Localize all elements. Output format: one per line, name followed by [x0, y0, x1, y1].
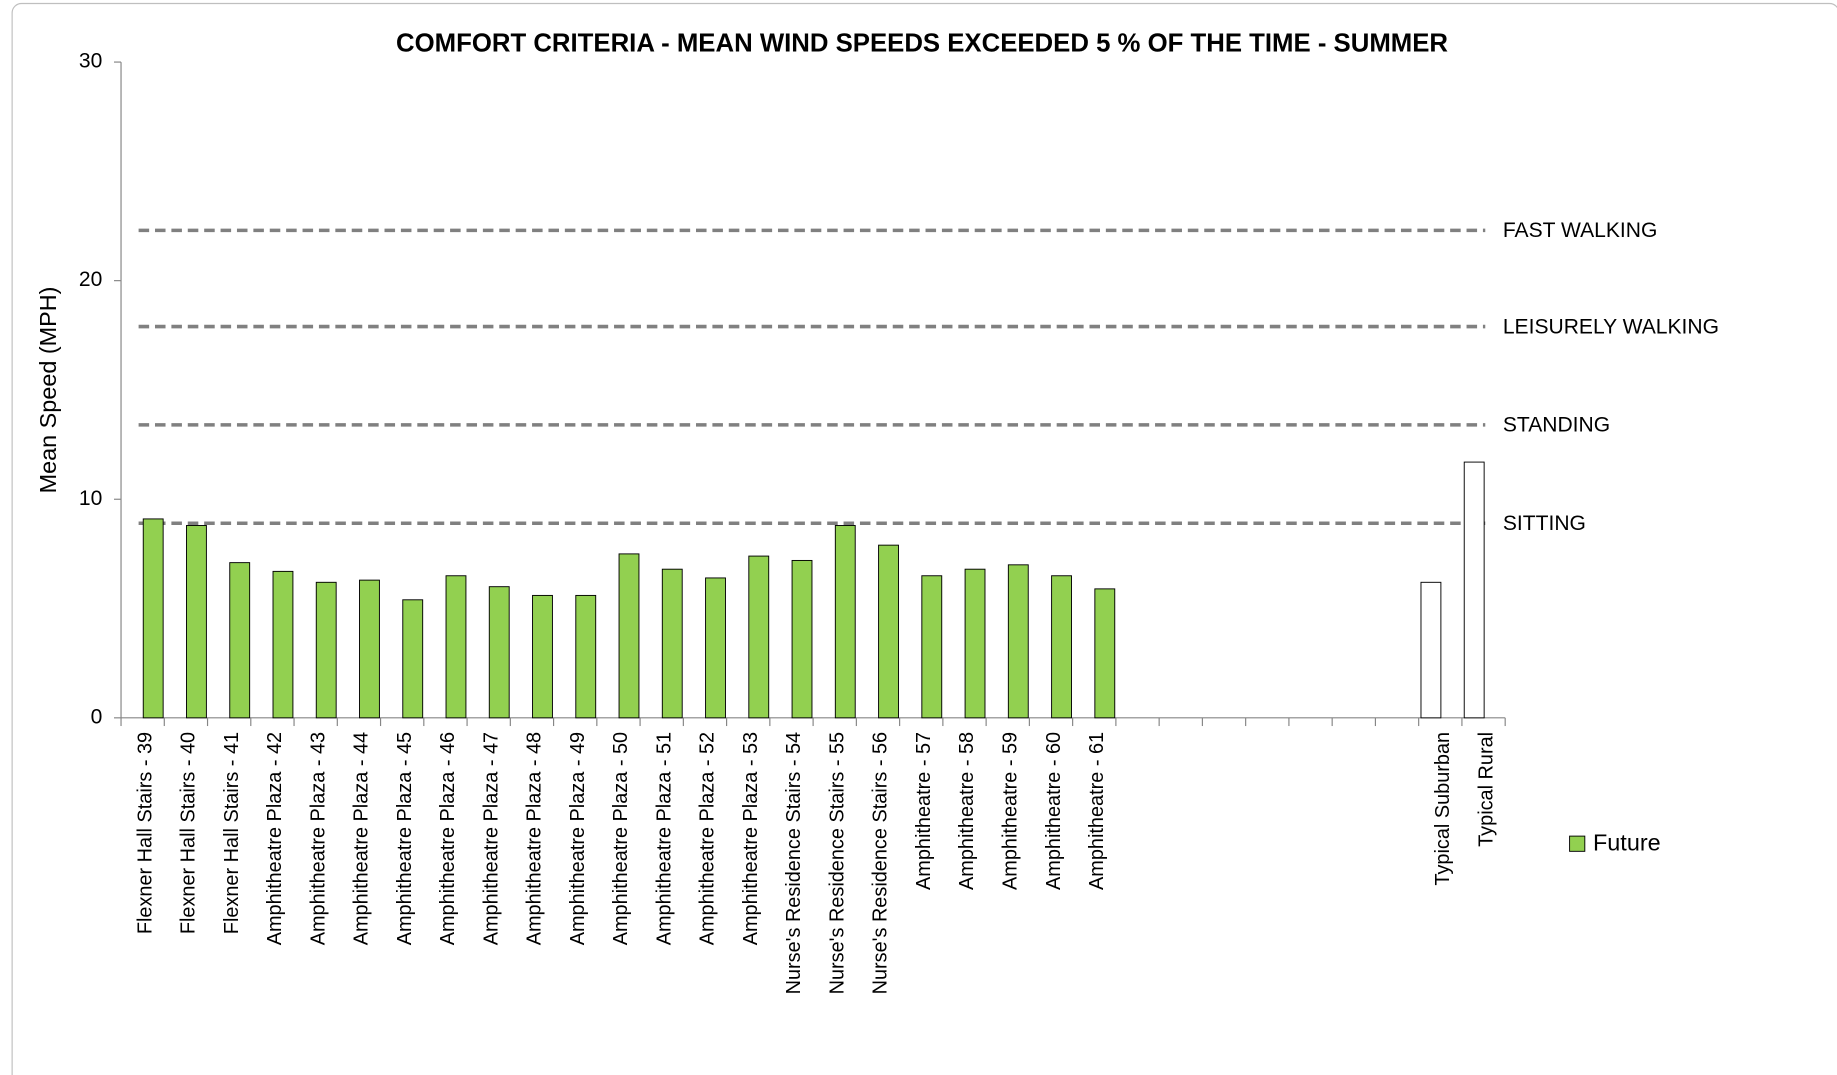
x-tick-label: Nurse's Residence Stairs - 54 [783, 732, 805, 994]
bar [359, 579, 380, 719]
bar [1007, 564, 1029, 719]
bar [878, 544, 899, 719]
legend-swatch [1569, 835, 1586, 852]
reference-label: LEISURELY WALKING [1503, 315, 1719, 338]
x-tick-label: Amphitheatre Plaza - 48 [524, 732, 546, 945]
bar [186, 525, 207, 719]
x-tick-label: Typical Rural [1475, 732, 1497, 847]
bar [661, 568, 683, 719]
x-tick-label: Amphitheatre - 58 [956, 732, 978, 890]
bar [532, 594, 553, 719]
x-tick-label: Nurse's Residence Stairs - 55 [826, 732, 848, 994]
x-tick-label: Amphitheatre Plaza - 49 [567, 732, 589, 945]
bar [1463, 461, 1485, 719]
y-tick-label: 30 [79, 50, 102, 73]
bar [272, 570, 294, 719]
bar [229, 562, 251, 719]
bar [834, 525, 856, 719]
x-tick-label: Amphitheatre Plaza - 42 [264, 732, 286, 945]
reference-label: STANDING [1503, 414, 1610, 437]
bar [748, 555, 770, 719]
bar [705, 577, 726, 719]
x-tick-label: Typical Suburban [1432, 732, 1454, 886]
x-tick-label: Amphitheatre Plaza - 50 [610, 732, 632, 945]
x-tick-label: Amphitheatre - 61 [1086, 732, 1108, 890]
y-axis-label: Mean Speed (MPH) [35, 287, 61, 494]
x-tick-label: Amphitheatre - 57 [913, 732, 935, 890]
bar [402, 599, 424, 719]
x-tick-label: Amphitheatre Plaza - 44 [351, 732, 373, 945]
y-tick-label: 20 [79, 268, 102, 291]
y-tick-label: 0 [91, 705, 103, 728]
x-tick-label: Amphitheatre Plaza - 52 [697, 732, 719, 945]
x-tick-label: Flexner Hall Stairs - 41 [221, 732, 243, 934]
legend-label: Future [1593, 829, 1661, 855]
bar [142, 518, 164, 719]
bar [1051, 575, 1072, 719]
bar [791, 559, 813, 719]
x-tick-label: Amphitheatre - 60 [1043, 732, 1065, 890]
x-tick-label: Amphitheatre Plaza - 45 [394, 732, 416, 945]
reference-label: FAST WALKING [1503, 219, 1658, 242]
x-tick-label: Flexner Hall Stairs - 39 [134, 732, 156, 934]
x-tick-label: Amphitheatre Plaza - 47 [480, 732, 502, 945]
bar [921, 575, 943, 719]
chart-title: COMFORT CRITERIA - MEAN WIND SPEEDS EXCE… [396, 29, 1448, 57]
bar [964, 568, 986, 719]
chart-frame [11, 2, 1837, 1075]
bar [1094, 588, 1116, 719]
bar [575, 594, 597, 719]
reference-label: SITTING [1503, 512, 1586, 535]
bar [315, 581, 337, 719]
bar [618, 553, 640, 719]
x-tick-label: Amphitheatre Plaza - 53 [740, 732, 762, 945]
x-tick-label: Flexner Hall Stairs - 40 [178, 732, 200, 934]
bar [1420, 581, 1442, 719]
y-tick-label: 10 [79, 487, 102, 510]
bar [445, 575, 467, 719]
x-tick-label: Amphitheatre Plaza - 43 [307, 732, 329, 945]
x-tick-label: Amphitheatre - 59 [1000, 732, 1022, 890]
x-tick-label: Amphitheatre Plaza - 51 [653, 732, 675, 945]
x-tick-label: Amphitheatre Plaza - 46 [437, 732, 459, 945]
x-tick-label: Nurse's Residence Stairs - 56 [870, 732, 892, 994]
bar [488, 586, 510, 719]
